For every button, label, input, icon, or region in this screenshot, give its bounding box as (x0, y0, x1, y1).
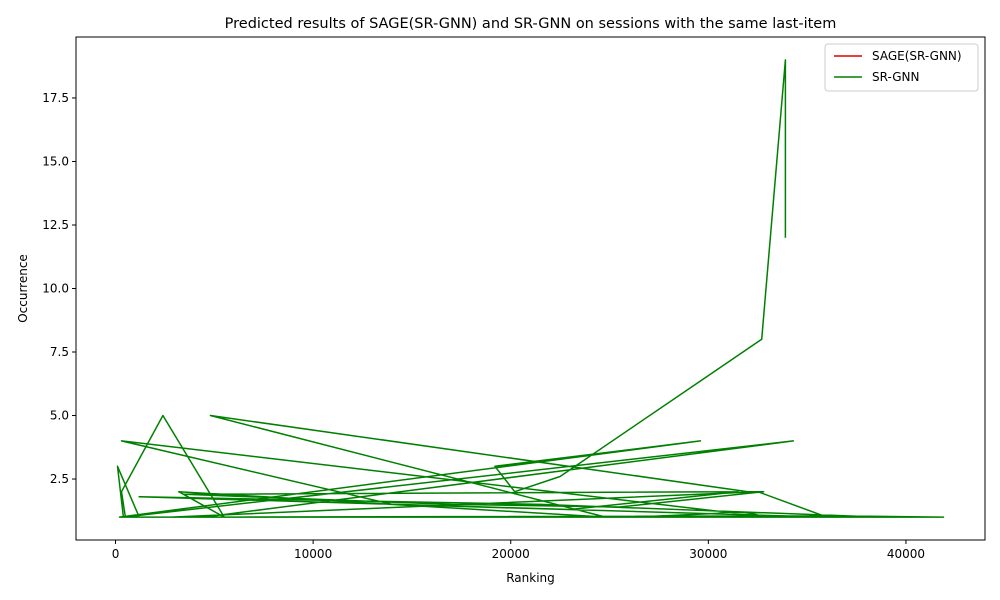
plot-area (76, 37, 985, 540)
legend-label-sr-gnn: SR-GNN (872, 70, 920, 84)
legend-label-sage-sr-gnn: SAGE(SR-GNN) (872, 49, 962, 63)
y-tick-label: 12.5 (42, 218, 69, 232)
series-layer (116, 59, 945, 518)
x-tick-label: 30000 (689, 547, 727, 561)
y-tick-label: 2.5 (50, 472, 69, 486)
y-tick-label: 10.0 (42, 282, 69, 296)
x-tick-label: 0 (112, 547, 120, 561)
y-tick-label: 15.0 (42, 154, 69, 168)
legend-box (824, 43, 979, 92)
x-axis: 0 10000 20000 30000 40000 (112, 540, 925, 561)
x-axis-label: Ranking (506, 571, 555, 585)
series-line-sr-gnn (116, 59, 945, 518)
y-tick-label: 17.5 (42, 91, 69, 105)
y-axis-label: Occurrence (16, 254, 30, 323)
x-tick-label: 10000 (294, 547, 332, 561)
chart-title: Predicted results of SAGE(SR-GNN) and SR… (225, 16, 837, 32)
y-axis: 2.5 5.0 7.5 10.0 12.5 15.0 17.5 (42, 91, 76, 486)
legend: SAGE(SR-GNN) SR-GNN (824, 43, 979, 92)
y-tick-label: 5.0 (50, 409, 69, 423)
y-tick-label: 7.5 (50, 345, 69, 359)
x-tick-label: 40000 (887, 547, 925, 561)
x-tick-label: 20000 (492, 547, 530, 561)
